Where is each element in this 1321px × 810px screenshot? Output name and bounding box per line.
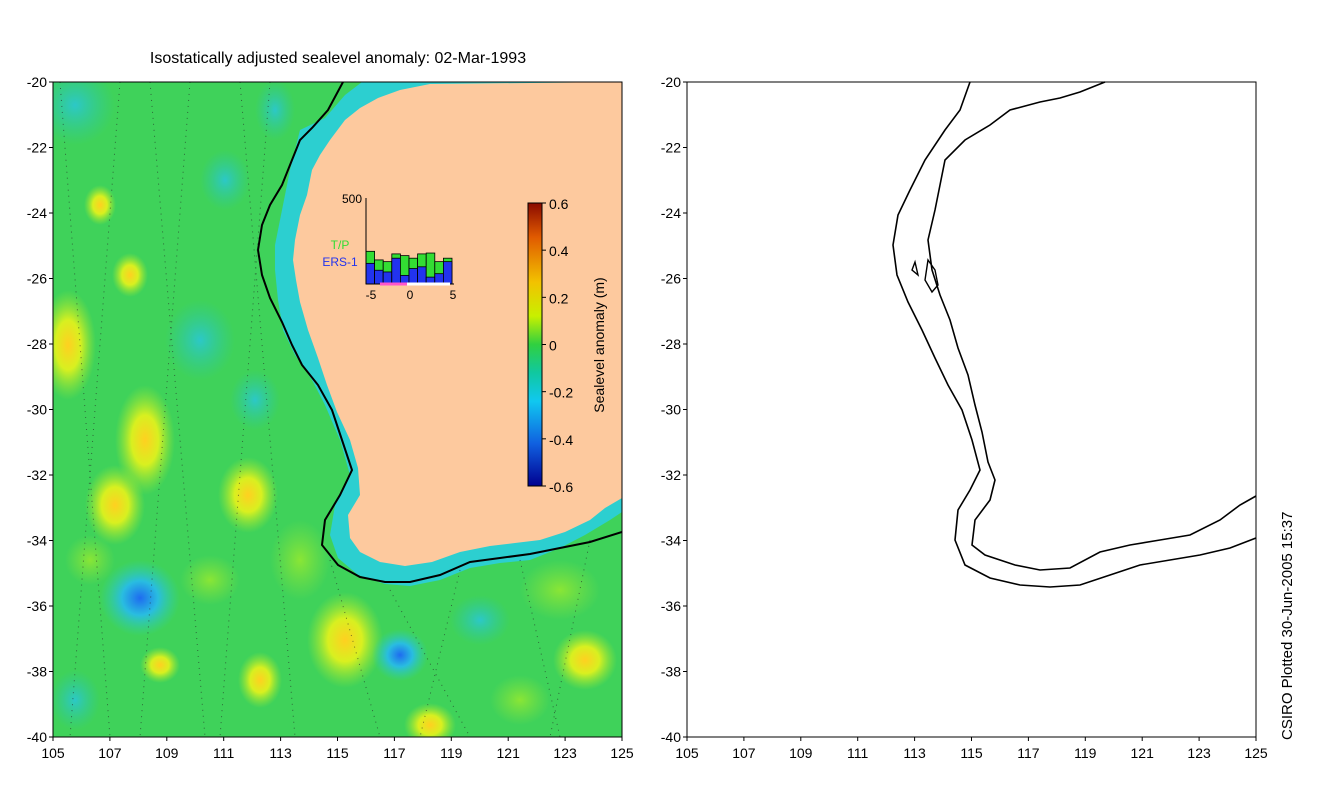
right-lat-tick: -28 (661, 336, 681, 352)
inset-bar-ers (391, 257, 401, 285)
right-lat-tick: -20 (661, 74, 681, 90)
satellite-tracks (59, 82, 591, 737)
right-lon-tick: 117 (1017, 745, 1040, 761)
left-lat-tick: -24 (27, 205, 47, 221)
inset-ymax: 500 (342, 192, 362, 206)
left-lon-tick: 123 (553, 745, 577, 761)
inset-bar-ers (374, 269, 384, 285)
right-lon-tick: 109 (789, 745, 813, 761)
right-lon-tick: 119 (1074, 745, 1097, 761)
right-lat-tick: -40 (661, 729, 681, 745)
inset-bar-ers (408, 268, 419, 285)
colorbar-tick: 0.6 (549, 196, 569, 212)
left-lat-tick: -20 (27, 74, 47, 90)
contour-inner (927, 81, 1257, 571)
map-title: Isostatically adjusted sealevel anomaly:… (149, 50, 527, 67)
left-lon-tick: 109 (155, 745, 179, 761)
left-lat-tick: -34 (27, 533, 47, 549)
left-lat-tick: -36 (27, 598, 47, 614)
inset-bar-ers (365, 262, 376, 285)
right-lat-tick: -34 (661, 533, 681, 549)
left-lon-tick: 117 (383, 745, 406, 761)
right-lon-tick: 113 (903, 745, 926, 761)
right-map-axes: 105 107 109 111 113 115 117 119 121 123 125 -20 -22 -… (661, 74, 1268, 761)
inset-xtick-zero: 0 (407, 288, 414, 302)
inset-legend-tp: T/P (331, 238, 350, 252)
left-lat-tick: -30 (27, 402, 47, 418)
left-lat-tick: -26 (27, 271, 47, 287)
inset-legend-ers: ERS-1 (322, 255, 358, 269)
right-lon-tick: 111 (847, 745, 868, 761)
right-lat-tick: -22 (661, 140, 681, 156)
left-lon-tick: 115 (326, 745, 349, 761)
right-lat-tick: -24 (661, 205, 681, 221)
colorbar-tick: 0.4 (549, 243, 569, 259)
right-lon-tick: 105 (675, 745, 699, 761)
contour-map (687, 81, 1257, 737)
left-lat-tick: -22 (27, 140, 47, 156)
contour-outer (892, 81, 1257, 588)
left-lon-tick: 111 (213, 745, 234, 761)
right-lon-tick: 123 (1187, 745, 1211, 761)
colorbar-tick: 0 (549, 338, 557, 354)
left-lon-tick: 121 (497, 745, 521, 761)
colorbar-tick: -0.4 (549, 432, 573, 448)
anomaly-blobs (53, 82, 617, 737)
right-lat-tick: -36 (661, 598, 681, 614)
left-lon-tick: 107 (98, 745, 122, 761)
inset-xtick-pos: 5 (450, 288, 457, 302)
inset-bar-ers (442, 261, 453, 285)
inset-bar-ers (417, 266, 427, 285)
left-lon-tick: 125 (610, 745, 634, 761)
colorbar: 0.6 0.4 0.2 0 -0.2 -0.4 -0.6 Sealevel anomaly … (527, 196, 607, 495)
right-lon-tick: 121 (1131, 745, 1155, 761)
right-lon-tick: 115 (960, 745, 983, 761)
right-lat-tick: -26 (661, 271, 681, 287)
right-lat-tick: -30 (661, 402, 681, 418)
colorbar-scale (527, 202, 543, 487)
colorbar-tick: -0.2 (549, 385, 573, 401)
left-lon-tick: 119 (440, 745, 463, 761)
right-lon-tick: 125 (1244, 745, 1268, 761)
inset-xtick-neg: -5 (366, 288, 377, 302)
right-lat-tick: -32 (661, 467, 681, 483)
colorbar-tick: 0.2 (549, 290, 569, 306)
left-lon-tick: 113 (269, 745, 292, 761)
right-lon-tick: 107 (732, 745, 756, 761)
inset-bar-ers (434, 273, 444, 285)
left-lat-tick: -28 (27, 336, 47, 352)
contour-island (911, 258, 939, 294)
left-lat-tick: -32 (27, 467, 47, 483)
left-lon-tick: 105 (41, 745, 65, 761)
left-map-axes: 105 107 109 111 113 115 117 119 121 123 125 -20 -22 -… (27, 74, 634, 761)
left-lat-tick: -38 (27, 664, 47, 680)
data-count-inset: 500 -5 0 5 T/P ERS-1 (322, 192, 456, 302)
depth-contour (256, 82, 622, 583)
colorbar-label: Sealevel anomaly (m) (591, 277, 607, 412)
colorbar-tick: -0.6 (549, 479, 573, 495)
left-lat-tick: -40 (27, 729, 47, 745)
right-lat-tick: -38 (661, 664, 681, 680)
inset-bar-ers (382, 271, 393, 285)
